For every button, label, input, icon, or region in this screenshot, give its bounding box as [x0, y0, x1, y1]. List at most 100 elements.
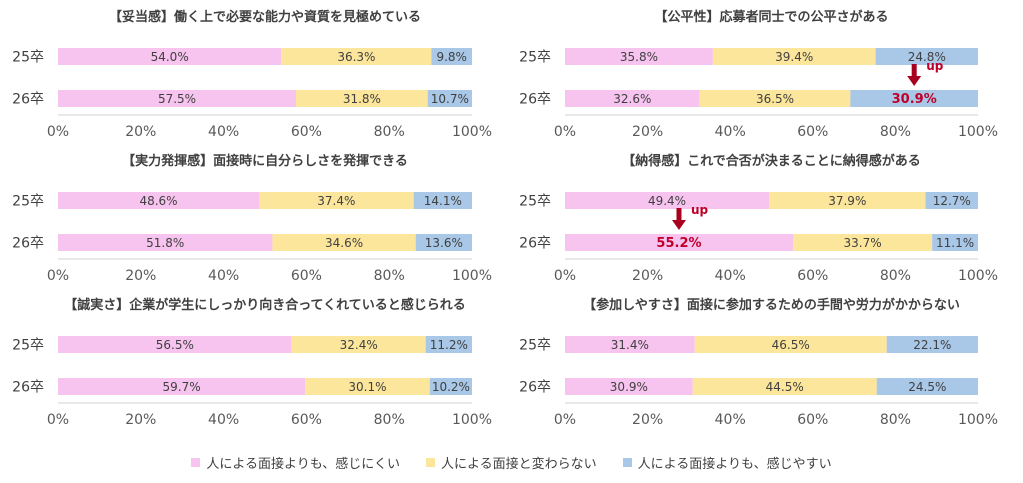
x-tick-label: 100% — [452, 124, 492, 140]
data-label: 59.7% — [163, 380, 201, 394]
legend-label-easier: 人による面接よりも、感じやすい — [637, 456, 832, 472]
bar-segment — [429, 378, 472, 395]
data-label: 51.8% — [146, 236, 184, 250]
x-tick-label: 0% — [47, 124, 69, 140]
x-tick-label: 80% — [880, 412, 911, 428]
chart-title: 【妥当感】働く上で必要な能力や資質を見極めている — [109, 9, 421, 25]
data-label: 31.8% — [343, 92, 381, 106]
bar-segment — [413, 192, 472, 209]
data-label: 37.9% — [828, 194, 866, 208]
x-tick-label: 60% — [291, 412, 322, 428]
bar-segment — [58, 336, 292, 353]
bar-segment — [875, 48, 978, 65]
data-label: 56.5% — [156, 338, 194, 352]
chart-panel: 【妥当感】働く上で必要な能力や資質を見極めている 0% 20% 40% 60% 80% 10… — [12, 9, 492, 140]
x-tick-label: 20% — [125, 412, 156, 428]
chart-title: 【公平性】応募者同士での公平さがある — [654, 9, 888, 25]
bar-segment — [58, 192, 260, 209]
bar-segment — [694, 336, 887, 353]
category-label: 26卒 — [519, 236, 551, 252]
data-label: 48.6% — [139, 194, 177, 208]
bar-segment — [565, 336, 695, 353]
chart-panel: 【実力発揮感】面接時に自分らしさを発揮できる 0% 20% 40% 60% 80% 100%… — [12, 153, 492, 284]
bar-segment — [565, 48, 713, 65]
legend-label-same: 人による面接と変わらない — [441, 456, 597, 472]
category-label: 26卒 — [519, 380, 551, 396]
data-label: 44.5% — [766, 380, 804, 394]
x-tick-label: 100% — [452, 412, 492, 428]
data-label: 46.5% — [772, 338, 810, 352]
x-tick-label: 80% — [374, 268, 405, 284]
x-tick-label: 100% — [958, 124, 998, 140]
bar-segment — [291, 336, 426, 353]
data-label: 10.2% — [432, 380, 470, 394]
x-tick-label: 20% — [632, 268, 663, 284]
data-label: 22.1% — [913, 338, 951, 352]
data-label: 24.8% — [908, 50, 946, 64]
up-arrow-shaft — [911, 64, 917, 78]
x-tick-label: 0% — [47, 268, 69, 284]
data-label: 30.9% — [892, 92, 937, 107]
data-label: 36.3% — [337, 50, 375, 64]
data-label: 57.5% — [158, 92, 196, 106]
bar-segment — [565, 90, 700, 107]
x-tick-label: 40% — [715, 268, 746, 284]
up-arrow-shaft — [676, 208, 682, 222]
x-tick-label: 60% — [797, 412, 828, 428]
up-arrow-head — [907, 76, 922, 86]
category-label: 26卒 — [519, 92, 551, 108]
x-tick-label: 20% — [632, 412, 663, 428]
x-tick-label: 40% — [715, 412, 746, 428]
x-tick-label: 80% — [374, 412, 405, 428]
legend: 人による面接よりも、感じにくい 人による面接と変わらない 人による面接よりも、感… — [0, 450, 1023, 474]
bar-segment — [425, 336, 472, 353]
x-tick-label: 40% — [208, 412, 239, 428]
up-annotation: up — [691, 203, 709, 217]
x-tick-label: 0% — [554, 124, 576, 140]
x-tick-label: 20% — [125, 124, 156, 140]
bar-segment — [886, 336, 978, 353]
legend-swatch-harder — [191, 457, 201, 467]
legend-label-harder: 人による面接よりも、感じにくい — [206, 456, 401, 472]
x-tick-label: 40% — [208, 124, 239, 140]
chart-panel: 【誠実さ】企業が学生にしっかり向き合ってくれていると感じられる 0% 20% 40% 6… — [12, 297, 492, 428]
chart-panel: 【公平性】応募者同士での公平さがある 0% 20% 40% 60% 80% 100% 25卒 3… — [519, 9, 998, 140]
data-label: 37.4% — [317, 194, 355, 208]
data-label: 35.8% — [620, 50, 658, 64]
category-label: 25卒 — [12, 338, 44, 354]
data-label: 32.4% — [340, 338, 378, 352]
x-tick-label: 60% — [291, 268, 322, 284]
bar-segment — [431, 48, 472, 65]
bar-segment — [699, 90, 851, 107]
category-label: 26卒 — [12, 236, 44, 252]
data-label: 11.1% — [936, 236, 974, 250]
x-tick-label: 0% — [554, 268, 576, 284]
legend-item-easier: 人による面接よりも、感じやすい — [622, 453, 832, 472]
x-tick-label: 0% — [47, 412, 69, 428]
data-label: 49.4% — [648, 194, 686, 208]
chart-title: 【納得感】これで合否が決まることに納得感がある — [622, 153, 921, 169]
legend-swatch-same — [426, 457, 436, 467]
up-arrow-head — [671, 220, 686, 230]
bar-segment — [850, 90, 978, 107]
bar-segment — [876, 378, 978, 395]
x-tick-label: 100% — [958, 412, 998, 428]
category-label: 26卒 — [12, 380, 44, 396]
data-label: 32.6% — [613, 92, 651, 106]
bar-segment — [305, 378, 430, 395]
category-label: 25卒 — [12, 50, 44, 66]
x-tick-label: 100% — [452, 268, 492, 284]
chart-title: 【参加しやすさ】面接に参加するための手間や労力がかからない — [583, 297, 960, 313]
bar-segment — [925, 192, 978, 209]
x-tick-label: 80% — [374, 124, 405, 140]
bar-segment — [792, 234, 933, 251]
stacked-bar-charts: 【妥当感】働く上で必要な能力や資質を見極めている 0% 20% 40% 60% 80% 10… — [12, 9, 998, 428]
chart-title: 【誠実さ】企業が学生にしっかり向き合ってくれていると感じられる — [64, 297, 466, 313]
data-label: 39.4% — [775, 50, 813, 64]
data-label: 34.6% — [325, 236, 363, 250]
data-label: 13.6% — [425, 236, 463, 250]
up-annotation: up — [926, 59, 944, 73]
data-label: 31.4% — [611, 338, 649, 352]
chart-title: 【実力発揮感】面接時に自分らしさを発揮できる — [122, 153, 408, 169]
x-tick-label: 80% — [880, 268, 911, 284]
